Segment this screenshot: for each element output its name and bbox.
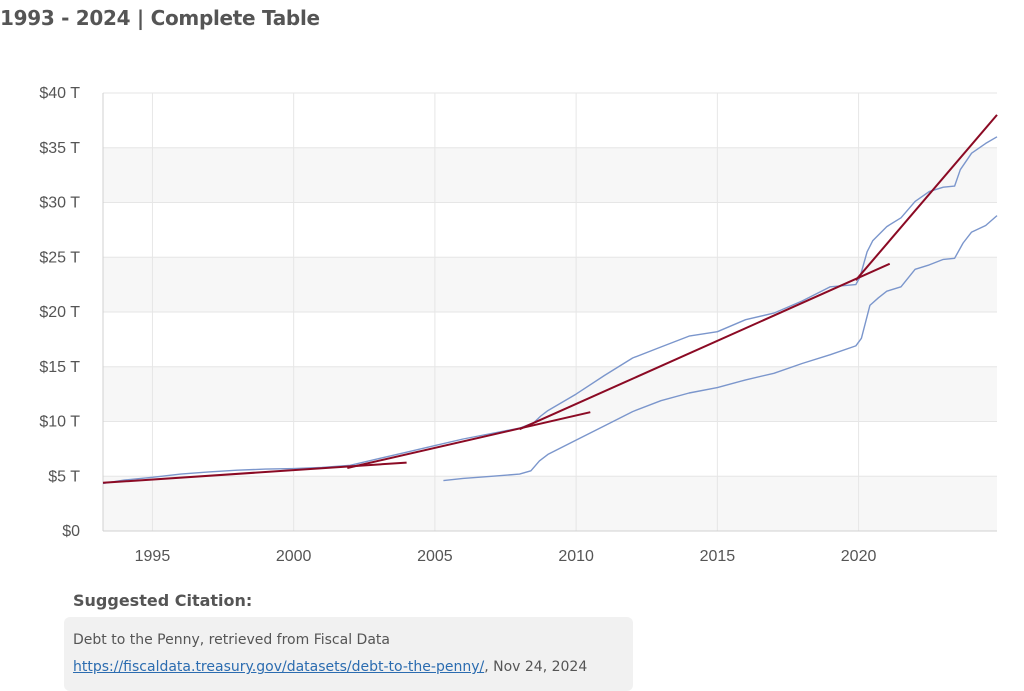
citation-link[interactable]: https://fiscaldata.treasury.gov/datasets… xyxy=(73,659,485,675)
y-tick-label: $35 T xyxy=(39,140,80,157)
citation-line2: https://fiscaldata.treasury.gov/datasets… xyxy=(73,654,623,681)
citation-box: Debt to the Penny, retrieved from Fiscal… xyxy=(64,617,633,691)
chart-container: $0 $5 T $10 T $15 T $20 T $25 T $30 T $35 T $40 … xyxy=(39,85,998,565)
y-tick-label: $20 T xyxy=(39,304,80,321)
y-tick-label: $25 T xyxy=(39,249,80,266)
y-tick-label: $10 T xyxy=(39,414,80,431)
citation-text: Debt to the Penny, retrieved from Fiscal… xyxy=(73,632,390,648)
y-tick-label: $15 T xyxy=(39,359,80,376)
chart-band xyxy=(103,147,997,203)
y-tick-label: $5 T xyxy=(48,468,80,485)
citation-date: , Nov 24, 2024 xyxy=(484,659,588,675)
page-heading: 1993 - 2024 | Complete Table xyxy=(0,6,320,30)
y-tick-label: $0 xyxy=(62,523,80,540)
citation-title: Suggested Citation: xyxy=(73,591,253,610)
trend-line xyxy=(347,411,591,469)
x-tick-label: 2020 xyxy=(841,548,877,565)
debt-line-chart: $0 $5 T $10 T $15 T $20 T $25 T $30 T $35 T $40 … xyxy=(39,85,998,565)
chart-band xyxy=(103,366,997,422)
y-tick-label: $40 T xyxy=(39,85,80,102)
x-tick-label: 1995 xyxy=(135,548,171,565)
x-tick-label: 2000 xyxy=(276,548,312,565)
x-tick-label: 2005 xyxy=(417,548,453,565)
trend-line xyxy=(855,114,998,281)
x-tick-label: 2010 xyxy=(558,548,594,565)
debt-series-line xyxy=(443,215,998,482)
debt-series-line xyxy=(102,136,998,485)
trend-line xyxy=(519,262,891,431)
citation-section: Suggested Citation: Debt to the Penny, r… xyxy=(64,591,633,691)
chart-band xyxy=(103,476,997,531)
x-tick-label: 2015 xyxy=(700,548,736,565)
y-tick-label: $30 T xyxy=(39,195,80,212)
